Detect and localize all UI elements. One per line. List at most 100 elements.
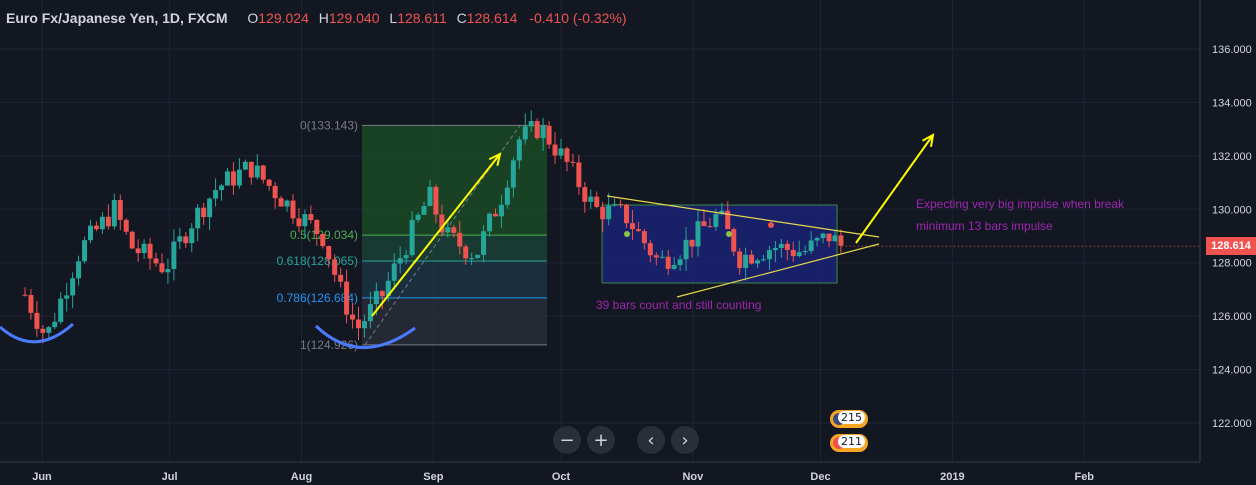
candle-body: [177, 236, 183, 242]
time-tick-label: Feb: [1074, 471, 1094, 483]
candle-body: [665, 256, 671, 269]
time-tick-label: Dec: [810, 471, 830, 483]
fib-level-label: 0.786(126.684): [277, 291, 358, 305]
candle-body: [195, 207, 201, 229]
candle-body: [76, 261, 82, 279]
candle-body: [433, 186, 439, 215]
candle-body: [64, 295, 70, 299]
candle-body: [338, 274, 344, 282]
candle-body: [695, 221, 701, 247]
price-tick-label: 132.000: [1212, 151, 1252, 163]
candle-body: [290, 200, 296, 219]
candle-body: [278, 198, 284, 207]
candle-body: [242, 161, 248, 170]
candle-body: [612, 204, 618, 206]
dividends-badge[interactable]: 211: [830, 434, 868, 452]
price-tick-label: 122.000: [1212, 418, 1252, 430]
candle-body: [504, 187, 510, 205]
candle-body: [808, 240, 814, 252]
fib-trend-line: [364, 125, 521, 346]
candle-body: [618, 204, 624, 206]
low-label: L: [389, 10, 398, 26]
candle-body: [361, 321, 367, 329]
candle-body: [314, 219, 320, 234]
candle-body: [606, 205, 612, 220]
time-tick-label: Jul: [162, 471, 178, 483]
candle-body: [326, 246, 332, 260]
close-value: 128.614: [466, 10, 518, 26]
candle-body: [641, 231, 647, 244]
current-price-tag: 128.614: [1206, 237, 1256, 255]
zoom-in-button[interactable]: +: [587, 426, 615, 454]
price-tick-label: 136.000: [1212, 44, 1252, 56]
candle-body: [165, 269, 171, 273]
impulse-annotation-line2: minimum 13 bars impulse: [916, 219, 1053, 233]
pivot-dot: [624, 231, 630, 237]
time-tick-label: Jun: [32, 471, 52, 483]
candle-body: [552, 144, 558, 156]
zoom-out-button[interactable]: −: [553, 426, 581, 454]
time-tick-label: Aug: [291, 471, 312, 483]
high-value: 129.040: [328, 10, 380, 26]
candle-body: [725, 210, 731, 230]
candle-body: [778, 243, 784, 248]
breakout-arrow-head: [921, 133, 935, 147]
scroll-right-button[interactable]: ›: [671, 426, 699, 454]
candle-body: [588, 196, 594, 202]
candle-body: [391, 263, 397, 281]
candle-body: [183, 236, 189, 244]
candle-body: [558, 148, 564, 156]
candle-body: [653, 255, 659, 258]
candle-body: [540, 125, 546, 139]
candle-body: [838, 235, 844, 246]
time-tick-label: Nov: [682, 471, 704, 483]
candle-body: [629, 223, 635, 230]
scroll-left-button[interactable]: ‹: [637, 426, 665, 454]
impulse-arrow-head: [488, 152, 502, 166]
candle-body: [731, 229, 737, 252]
chart-navigation: − + ‹ ›: [553, 426, 699, 454]
candle-body: [296, 218, 302, 227]
candle-body: [624, 204, 630, 224]
candle-body: [344, 281, 350, 315]
candle-body: [82, 240, 88, 262]
candle-body: [129, 231, 135, 249]
candle-body: [528, 121, 534, 127]
symbol-title: Euro Fx/Japanese Yen, 1D, FXCM: [6, 10, 228, 26]
candle-body: [171, 241, 177, 270]
bottom-arc-middle: [314, 324, 416, 349]
candle-body: [635, 229, 641, 232]
candle-body: [153, 258, 159, 264]
candle-body: [22, 294, 28, 296]
candle-body: [439, 214, 445, 233]
candle-body: [814, 237, 820, 241]
candle-body: [224, 171, 230, 186]
fib-level-label: 0.618(128.065): [277, 254, 358, 268]
candle-body: [379, 291, 385, 297]
fib-zone-0.5-0.618: [362, 235, 547, 261]
candle-body: [58, 298, 64, 322]
candle-body: [701, 221, 707, 227]
candle-body: [213, 190, 219, 199]
candle-body: [683, 239, 689, 260]
candle-body: [350, 314, 356, 320]
events-badge[interactable]: 215: [830, 410, 868, 428]
candle-body: [230, 171, 236, 186]
candle-body: [689, 239, 695, 247]
candle-body: [248, 161, 254, 178]
candle-body: [201, 207, 207, 218]
candle-body: [743, 254, 749, 269]
candle-body: [52, 321, 58, 328]
candle-body: [510, 160, 516, 188]
candle-body: [755, 260, 761, 264]
candle-body: [189, 228, 195, 244]
candle-body: [766, 250, 772, 260]
time-tick-label: 2019: [940, 471, 964, 483]
candle-body: [40, 328, 46, 333]
candle-body: [659, 256, 665, 258]
time-tick-label: Oct: [552, 471, 571, 483]
candle-body: [451, 227, 457, 233]
candle-body: [302, 214, 308, 227]
symbol-header: Euro Fx/Japanese Yen, 1D, FXCM O129.024 …: [6, 10, 627, 26]
